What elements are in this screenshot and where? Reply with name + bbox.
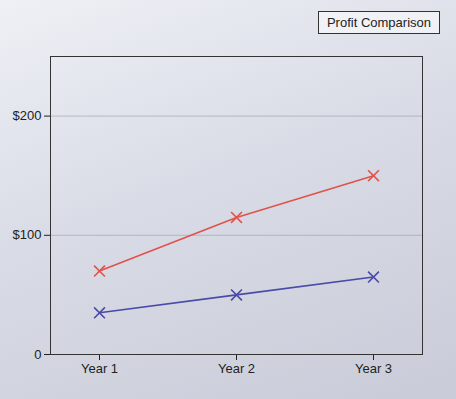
- svg-text:Year 1: Year 1: [81, 361, 118, 376]
- svg-text:0: 0: [34, 347, 41, 362]
- svg-text:Year 2: Year 2: [218, 361, 255, 376]
- html-text:Profit Comparison: Profit Comparison: [327, 14, 431, 30]
- svg-text:$200: $200: [13, 108, 42, 123]
- svg-text:$100: $100: [13, 227, 42, 242]
- svg-text:Year 3: Year 3: [355, 361, 392, 376]
